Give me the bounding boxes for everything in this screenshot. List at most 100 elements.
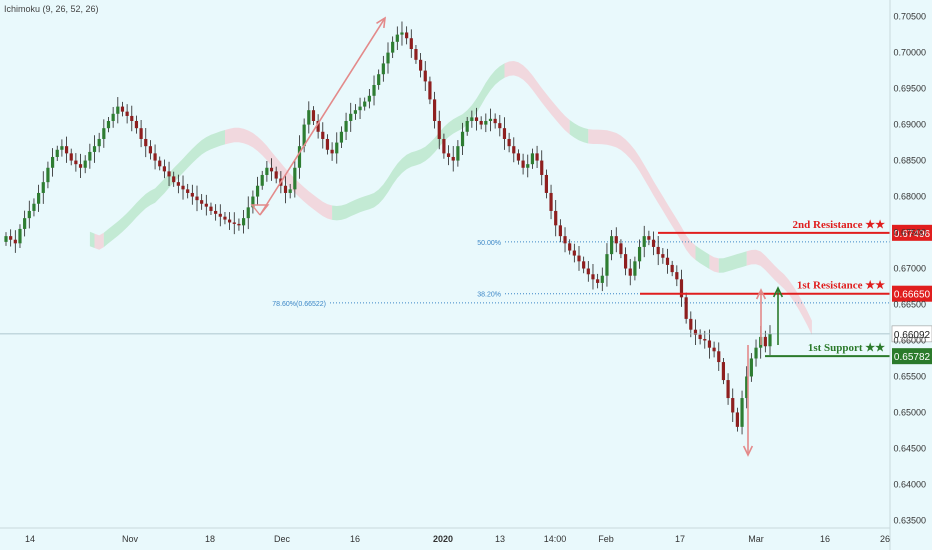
candle-down [735, 412, 739, 427]
resistance-price-tag [892, 285, 932, 302]
cloud-bear-segment [504, 61, 570, 135]
candle-up [367, 95, 371, 102]
candle-up [381, 63, 385, 75]
candle-down [670, 264, 674, 273]
candle-down [148, 146, 153, 154]
candle-up [55, 149, 59, 157]
y-tick-label: 0.66500 [893, 300, 926, 310]
support-resistance-levels: 2nd Resistance ★★ 0.67496 1st Resistance ★… [0, 219, 932, 365]
candle-down [651, 239, 656, 247]
resistance-price-tag [892, 224, 932, 241]
cloud-bear-segment [94, 232, 104, 250]
candle-down [9, 236, 13, 240]
candle-down [218, 213, 222, 217]
candle-down [521, 160, 525, 168]
candle-down [423, 70, 427, 82]
x-tick-label: 14:00 [544, 534, 567, 544]
cloud-bear-segment [588, 129, 696, 260]
candle-down [228, 219, 232, 223]
y-tick-label: 0.63500 [893, 515, 926, 525]
y-tick-label: 0.64500 [893, 443, 926, 453]
candle-down [167, 171, 171, 177]
x-tick-label: Mar [748, 534, 764, 544]
candle-up [251, 196, 255, 208]
candle-down [200, 200, 204, 204]
candle-down [544, 174, 548, 193]
resistance-label: 1st Resistance ★★ [797, 280, 885, 292]
candle-down [139, 128, 143, 139]
candle-up [488, 118, 493, 121]
support-price-tag-value: 0.65782 [894, 352, 931, 363]
candle-up [460, 131, 465, 147]
candle-up [633, 261, 637, 276]
candle-down [596, 279, 600, 283]
candle-down [502, 128, 507, 139]
candle-up [749, 358, 753, 377]
candle-down [181, 185, 185, 190]
candle-down [13, 239, 17, 244]
candle-down [321, 131, 325, 139]
candle-down [693, 329, 698, 335]
candle-down [162, 166, 166, 172]
projection-up-arrow-base [250, 204, 270, 216]
candle-up [18, 228, 22, 244]
candle-down [195, 196, 199, 201]
candle-up [745, 376, 749, 399]
candle-down [554, 210, 558, 226]
candle-down [684, 297, 688, 319]
candle-down [176, 182, 180, 186]
candle-up [339, 131, 344, 143]
annotation-arrows [250, 16, 784, 457]
candle-up [377, 74, 381, 86]
candle-up [23, 218, 27, 229]
candle-up [260, 174, 264, 186]
cloud-bull-segment [103, 130, 225, 248]
candle-up [97, 138, 101, 147]
candle-down [535, 153, 539, 161]
candle-up [83, 160, 87, 168]
candle-down [563, 236, 567, 244]
candle-down [540, 160, 544, 175]
candle-up [400, 32, 404, 35]
candle-down [69, 153, 73, 161]
cloud-bull-segment [89, 231, 95, 248]
y-tick-label: 0.68000 [893, 192, 926, 202]
candle-down [656, 246, 660, 255]
candle-down [698, 334, 702, 340]
candle-down [498, 123, 502, 129]
candle-down [223, 216, 227, 220]
candle-up [642, 236, 646, 247]
candle-down [479, 120, 483, 125]
fib-label: 78.60%(0.66522) [272, 301, 326, 308]
candle-down [120, 106, 125, 112]
y-tick-label: 0.68500 [893, 156, 926, 166]
candle-down [591, 274, 595, 280]
candle-down [442, 138, 446, 154]
candle-up [241, 218, 246, 226]
candle-down [582, 261, 586, 269]
candle-down [507, 138, 511, 147]
candle-down [232, 222, 236, 224]
candle-down [763, 336, 767, 347]
candle-up [526, 164, 530, 168]
y-tick-label: 0.70000 [893, 48, 926, 58]
candle-down [493, 118, 497, 124]
resistance-price-tag-value: 0.67496 [894, 229, 931, 240]
x-tick-label: Feb [598, 534, 614, 544]
candle-up [637, 246, 642, 262]
x-tick-label: Dec [274, 534, 291, 544]
candle-down [158, 160, 162, 167]
projection-up-arrow-head [376, 16, 386, 29]
projection-up-small-arrow-head [755, 288, 767, 300]
candle-down [516, 153, 521, 161]
candle-up [353, 110, 357, 114]
candle-up [88, 151, 92, 161]
candle-up [102, 128, 106, 139]
candle-down [726, 380, 730, 399]
candle-up [32, 203, 36, 211]
cloud-bear-segment [709, 254, 719, 273]
fib-label: 38.20% [477, 292, 501, 299]
candle-down [78, 164, 83, 168]
candle-down [707, 340, 712, 348]
